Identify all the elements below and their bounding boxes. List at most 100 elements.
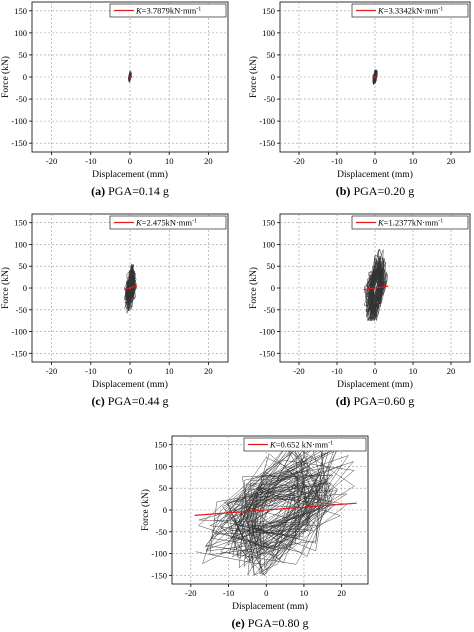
legend-box: [109, 3, 227, 18]
y-tick-label: -100: [259, 327, 275, 337]
stiffness-fit-line: [123, 285, 138, 291]
stiffness-fit-line: [363, 285, 389, 291]
x-axis-label: Displacement (mm): [337, 169, 413, 180]
legend: K=0.652 kN·mm-1: [243, 437, 367, 452]
chart-panel-c: -20 -10 0 10 20150100500-50-100-150K=2.475kN…: [0, 213, 229, 408]
x-axis-label: Displacement (mm): [92, 169, 168, 180]
y-tick-label: 0: [163, 505, 167, 515]
legend: K=2.475kN·mm-1: [109, 215, 227, 230]
x-tick-label: 0: [128, 156, 132, 166]
y-tick-label: 50: [19, 50, 28, 60]
y-tick-label: -50: [264, 305, 275, 315]
x-tick-label: -10: [331, 366, 342, 376]
y-axis-label: Force (kN): [140, 489, 151, 531]
y-tick-label: -150: [259, 348, 275, 358]
x-tick-label: -10: [85, 366, 96, 376]
x-tick-label: -20: [46, 156, 57, 166]
legend: K=3.7879kN·mm-1: [109, 3, 227, 18]
legend-label: K=0.652 kN·mm-1: [269, 440, 333, 450]
x-tick-label: -20: [293, 156, 304, 166]
y-tick-label: 150: [154, 440, 167, 450]
x-tick-label: 10: [300, 588, 309, 598]
y-tick-label: 150: [262, 6, 275, 16]
panel-caption: (c) PGA=0.44 g: [91, 394, 168, 408]
y-tick-label: 0: [23, 72, 27, 82]
y-tick-label: -50: [16, 94, 27, 104]
x-tick-label: 10: [165, 366, 174, 376]
y-tick-label: -150: [11, 138, 27, 148]
stiffness-fit-line: [127, 75, 133, 79]
x-tick-label: 10: [409, 156, 418, 166]
legend-box: [243, 437, 367, 452]
y-tick-label: 50: [267, 261, 276, 271]
x-tick-label: -10: [331, 156, 342, 166]
x-tick-label: 20: [447, 366, 456, 376]
stiffness-fit-line: [372, 75, 378, 79]
y-tick-label: 0: [271, 283, 275, 293]
panel-caption: (d) PGA=0.60 g: [336, 394, 414, 408]
y-tick-label: -100: [11, 327, 27, 337]
chart-panel-a: -20 -10 0 10 20150100500-50-100-150K=3.7879k…: [0, 1, 229, 198]
y-tick-label: 100: [154, 461, 167, 471]
y-tick-label: 50: [19, 261, 28, 271]
legend: K=3.3342kN·mm-1: [351, 3, 469, 18]
y-tick-label: 150: [262, 218, 275, 228]
panel-caption: (b) PGA=0.20 g: [336, 184, 414, 198]
legend-box: [109, 215, 227, 230]
panel-caption: (e) PGA=0.80 g: [231, 616, 308, 630]
y-tick-label: -100: [151, 549, 167, 559]
y-tick-label: 150: [14, 218, 27, 228]
x-tick-label: -20: [185, 588, 196, 598]
legend-label: K=1.2377kN·mm-1: [377, 218, 443, 228]
y-tick-label: 50: [267, 50, 276, 60]
y-tick-label: -100: [259, 116, 275, 126]
stiffness-fit-line: [194, 502, 357, 516]
x-tick-label: 20: [204, 156, 213, 166]
y-tick-label: -50: [264, 94, 275, 104]
x-tick-label: -10: [223, 588, 234, 598]
y-tick-label: -150: [151, 570, 167, 580]
panel-caption: (a) PGA=0.14 g: [91, 184, 169, 198]
x-tick-label: 20: [447, 156, 456, 166]
x-tick-label: 0: [128, 366, 132, 376]
hysteresis-curve: [123, 263, 137, 314]
y-tick-label: -150: [259, 138, 275, 148]
x-tick-label: 0: [264, 588, 268, 598]
y-axis-label: Force (kN): [248, 56, 259, 98]
y-tick-label: -100: [11, 116, 27, 126]
y-tick-label: 50: [159, 483, 168, 493]
y-tick-label: 100: [262, 239, 275, 249]
x-tick-label: 10: [409, 366, 418, 376]
legend-label: K=2.475kN·mm-1: [135, 218, 197, 228]
hysteresis-curve: [195, 439, 355, 576]
legend-box: [351, 3, 469, 18]
x-tick-label: 20: [204, 366, 213, 376]
y-tick-label: 150: [14, 6, 27, 16]
hysteresis-curve: [127, 70, 132, 83]
x-tick-label: -10: [85, 156, 96, 166]
y-tick-label: 0: [23, 283, 27, 293]
y-tick-label: -50: [16, 305, 27, 315]
y-tick-label: 100: [14, 239, 27, 249]
x-axis-label: Displacement (mm): [92, 379, 168, 390]
x-axis-label: Displacement (mm): [232, 601, 308, 612]
legend: K=1.2377kN·mm-1: [351, 215, 469, 230]
y-axis-label: Force (kN): [0, 56, 11, 98]
legend-box: [351, 215, 469, 230]
x-tick-label: 20: [337, 588, 346, 598]
y-axis-label: Force (kN): [248, 267, 259, 309]
y-tick-label: 100: [14, 28, 27, 38]
y-tick-label: 100: [262, 28, 275, 38]
y-axis-label: Force (kN): [0, 267, 11, 309]
y-tick-label: -50: [156, 527, 167, 537]
y-tick-label: 0: [271, 72, 275, 82]
x-tick-label: 10: [165, 156, 174, 166]
x-tick-label: 0: [373, 156, 377, 166]
x-tick-label: -20: [46, 366, 57, 376]
x-tick-label: -20: [293, 366, 304, 376]
hysteresis-curve: [363, 248, 389, 322]
x-tick-label: 0: [373, 366, 377, 376]
legend-label: K=3.3342kN·mm-1: [377, 6, 443, 16]
x-axis-label: Displacement (mm): [337, 379, 413, 390]
